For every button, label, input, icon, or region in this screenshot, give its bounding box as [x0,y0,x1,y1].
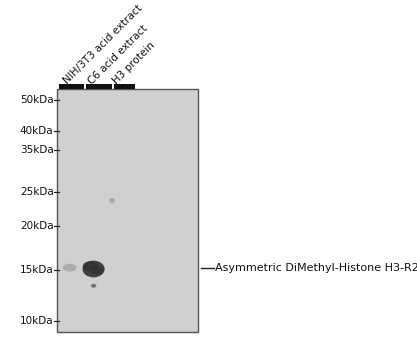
Ellipse shape [63,264,76,272]
Text: C6 acid extract: C6 acid extract [86,23,150,86]
Text: 10kDa: 10kDa [20,316,53,326]
Ellipse shape [83,261,105,278]
Ellipse shape [91,284,96,288]
Text: 50kDa: 50kDa [20,95,53,105]
Text: 40kDa: 40kDa [20,126,53,136]
Text: 20kDa: 20kDa [20,221,53,231]
Text: 35kDa: 35kDa [20,145,53,155]
Text: 15kDa: 15kDa [20,265,53,275]
Ellipse shape [90,266,103,275]
Text: Asymmetric DiMethyl-Histone H3-R2: Asymmetric DiMethyl-Histone H3-R2 [215,264,417,273]
Bar [114,84,135,89]
Circle shape [110,198,114,203]
Ellipse shape [83,261,98,271]
Text: NIH/3T3 acid extract: NIH/3T3 acid extract [62,4,145,86]
Bar [86,84,112,89]
Text: 25kDa: 25kDa [20,187,53,197]
Bar [59,84,84,89]
Bar [57,89,198,332]
Text: H3 protein: H3 protein [111,40,157,86]
